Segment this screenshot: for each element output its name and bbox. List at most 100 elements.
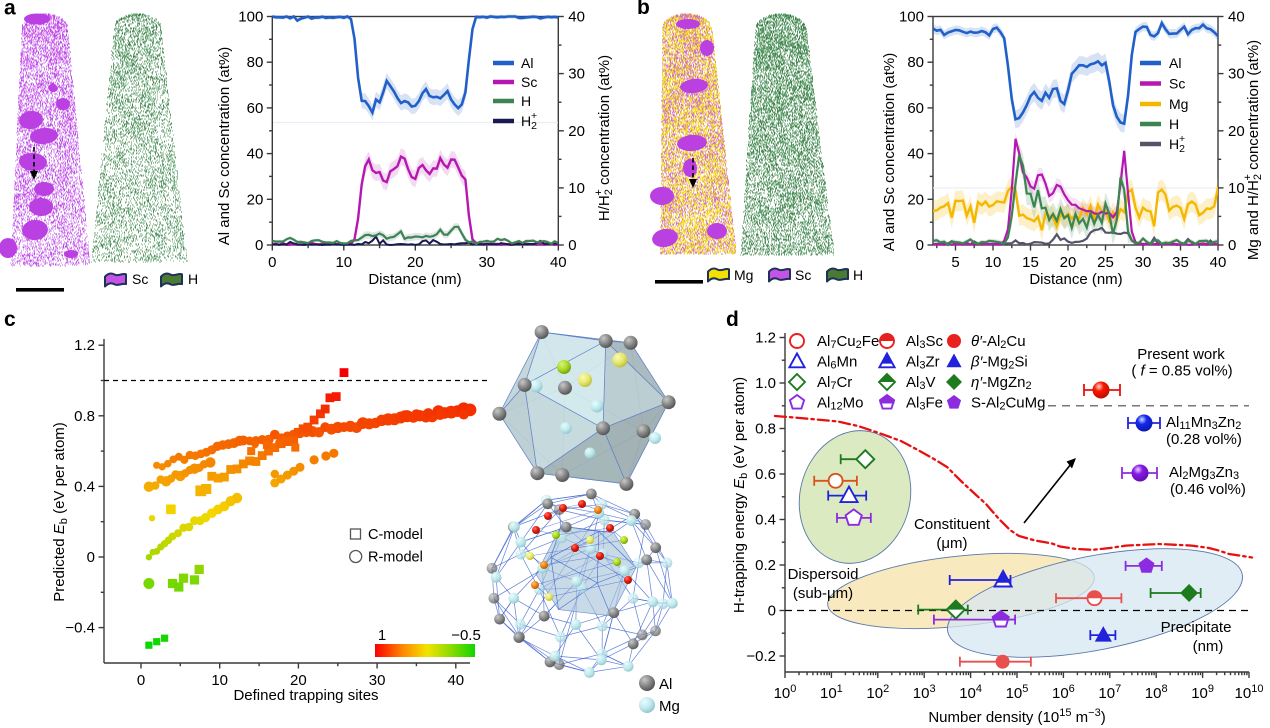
svg-text:η′-MgZn2: η′-MgZn2 (971, 374, 1032, 392)
svg-text:40: 40 (247, 146, 264, 163)
svg-text:Al3Sc: Al3Sc (906, 333, 943, 351)
svg-text:Al7Cu2Fe: Al7Cu2Fe (817, 333, 879, 351)
svg-text:Dispersoid: Dispersoid (788, 566, 859, 583)
svg-text:30: 30 (369, 672, 386, 689)
svg-text:Predicted Eb (eV per atom): Predicted Eb (eV per atom) (51, 422, 70, 602)
svg-text:Al2Mg3Zn3: Al2Mg3Zn3 (1169, 464, 1239, 482)
svg-text:Al and Sc concentration (at%): Al and Sc concentration (at%) (216, 47, 233, 245)
svg-text:0.8: 0.8 (74, 408, 95, 425)
svg-text:0.8: 0.8 (755, 421, 776, 438)
svg-text:1010: 1010 (1235, 683, 1264, 702)
svg-text:(0.46 vol%): (0.46 vol%) (1170, 481, 1246, 498)
svg-text:20: 20 (907, 191, 924, 208)
svg-text:H: H (521, 93, 531, 109)
svg-text:20: 20 (568, 123, 585, 140)
svg-text:Mg: Mg (659, 698, 680, 715)
svg-text:Al3Fe: Al3Fe (906, 395, 943, 413)
svg-text:103: 103 (913, 683, 936, 702)
svg-text:Al6Mn: Al6Mn (817, 354, 857, 372)
svg-text:Al: Al (659, 676, 672, 693)
svg-text:30: 30 (568, 66, 585, 83)
svg-text:c: c (4, 308, 16, 331)
svg-text:H/H2+ concentration (at%): H/H2+ concentration (at%) (593, 55, 615, 221)
svg-text:60: 60 (907, 100, 924, 117)
svg-text:(sub-μm): (sub-μm) (793, 585, 853, 602)
svg-text:Number density (1015 m−3): Number density (1015 m−3) (928, 707, 1105, 726)
svg-text:20: 20 (1228, 123, 1245, 140)
svg-text:Precipitate: Precipitate (1161, 619, 1232, 636)
svg-text:40: 40 (550, 254, 567, 271)
svg-text:Al: Al (1169, 55, 1181, 71)
svg-text:Al3V: Al3V (906, 374, 935, 392)
svg-text:H2+: H2+ (1169, 133, 1185, 155)
svg-text:1: 1 (378, 627, 386, 644)
svg-text:Defined trapping sites: Defined trapping sites (233, 687, 378, 704)
svg-text:30: 30 (1228, 66, 1245, 83)
svg-text:100: 100 (774, 683, 797, 702)
svg-text:40: 40 (1228, 9, 1245, 26)
svg-text:25: 25 (1097, 254, 1114, 271)
svg-text:( f = 0.85 vol%): ( f = 0.85 vol%) (1131, 363, 1232, 380)
svg-text:0: 0 (87, 549, 95, 566)
svg-text:40: 40 (1210, 254, 1227, 271)
svg-text:0.4: 0.4 (74, 478, 95, 495)
svg-text:H: H (188, 271, 198, 287)
svg-text:S-Al2CuMg: S-Al2CuMg (971, 395, 1045, 413)
svg-text:β′-Mg2Si: β′-Mg2Si (970, 354, 1028, 372)
svg-text:Distance (nm): Distance (nm) (368, 271, 461, 288)
svg-text:0: 0 (137, 672, 145, 689)
svg-text:Distance (nm): Distance (nm) (1029, 271, 1122, 288)
svg-text:H2+: H2+ (521, 110, 537, 132)
svg-text:−0.5: −0.5 (451, 627, 481, 644)
svg-text:Sc: Sc (132, 271, 148, 287)
svg-text:10: 10 (335, 254, 352, 271)
svg-text:a: a (4, 0, 16, 20)
svg-text:40: 40 (447, 672, 464, 689)
svg-text:80: 80 (907, 54, 924, 71)
svg-text:40: 40 (907, 146, 924, 163)
svg-text:5: 5 (951, 254, 959, 271)
svg-text:Sc: Sc (521, 74, 537, 90)
svg-text:H-trapping energy Eb (eV per a: H-trapping energy Eb (eV per atom) (731, 377, 750, 613)
svg-text:101: 101 (820, 683, 843, 702)
svg-text:Al7Cr: Al7Cr (817, 374, 852, 392)
svg-text:b: b (637, 0, 650, 19)
svg-text:0: 0 (268, 254, 276, 271)
svg-text:(μm): (μm) (936, 535, 967, 552)
svg-text:Al12Mo: Al12Mo (817, 395, 863, 413)
svg-text:15: 15 (1022, 254, 1039, 271)
svg-text:(0.28 vol%): (0.28 vol%) (1166, 431, 1242, 448)
svg-text:Sc: Sc (795, 267, 811, 283)
svg-text:106: 106 (1052, 683, 1075, 702)
svg-text:30: 30 (1135, 254, 1152, 271)
svg-text:Al: Al (521, 55, 533, 71)
svg-text:Al and Sc concentration (at%): Al and Sc concentration (at%) (881, 53, 898, 251)
svg-text:0: 0 (568, 237, 576, 254)
svg-text:60: 60 (247, 100, 264, 117)
svg-text:107: 107 (1098, 683, 1121, 702)
svg-text:−0.4: −0.4 (65, 620, 95, 637)
svg-text:(nm): (nm) (1193, 638, 1224, 655)
svg-text:C-model: C-model (368, 527, 423, 543)
svg-text:20: 20 (247, 191, 264, 208)
svg-text:Mg: Mg (1169, 96, 1188, 112)
svg-text:108: 108 (1145, 683, 1168, 702)
svg-text:20: 20 (1060, 254, 1077, 271)
svg-text:40: 40 (568, 9, 585, 26)
svg-text:105: 105 (1006, 683, 1029, 702)
svg-text:0.4: 0.4 (755, 512, 776, 529)
svg-text:Sc: Sc (1169, 76, 1185, 92)
svg-text:Al11Mn3Zn2: Al11Mn3Zn2 (1166, 414, 1241, 432)
svg-text:109: 109 (1191, 683, 1214, 702)
svg-text:20: 20 (290, 672, 307, 689)
svg-text:Mg and H/H2+ concentration (at: Mg and H/H2+ concentration (at%) (1242, 40, 1264, 260)
svg-text:1.2: 1.2 (755, 330, 776, 347)
svg-text:R-model: R-model (368, 550, 423, 566)
svg-text:104: 104 (959, 683, 982, 702)
svg-text:10: 10 (211, 672, 228, 689)
svg-text:Present work: Present work (1137, 346, 1225, 363)
svg-text:10: 10 (1228, 180, 1245, 197)
svg-text:0.2: 0.2 (755, 557, 776, 574)
svg-text:H: H (853, 267, 863, 283)
svg-text:35: 35 (1172, 254, 1189, 271)
